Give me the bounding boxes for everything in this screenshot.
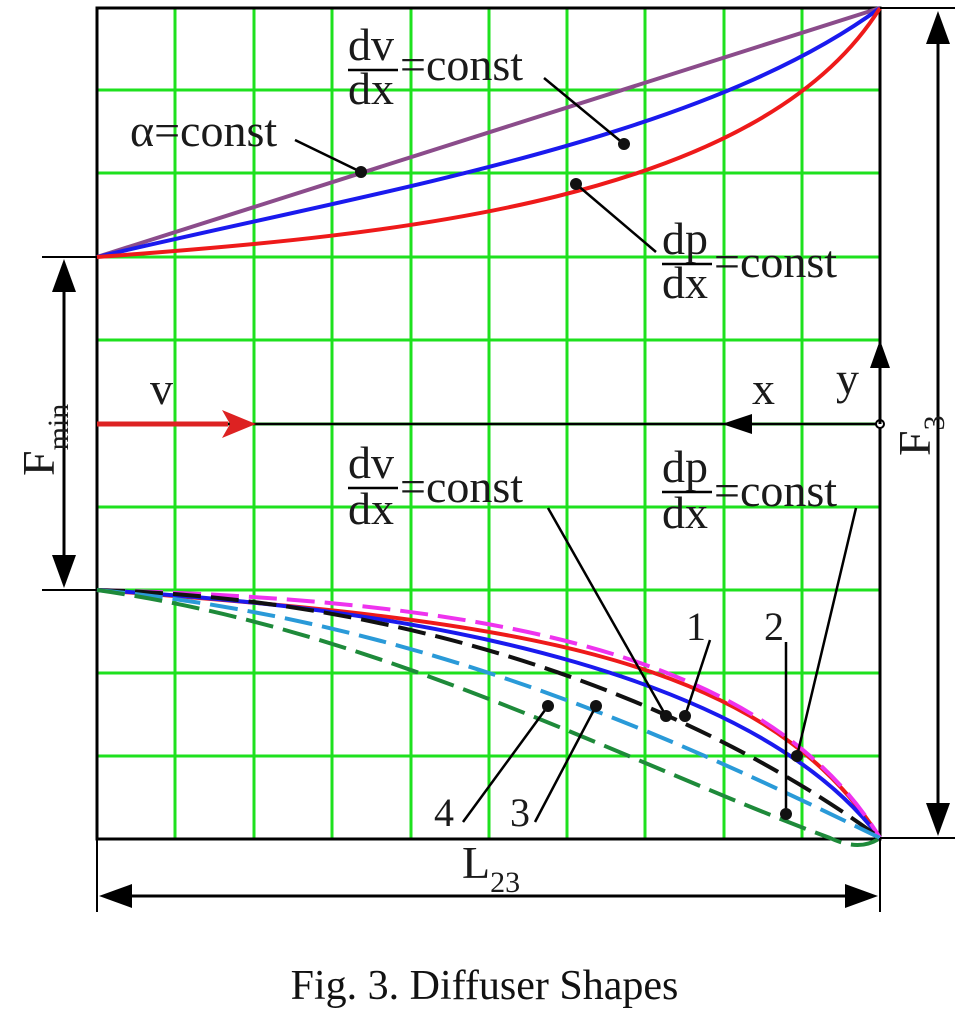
label-2: 2 (764, 604, 784, 649)
point-dv-upper (618, 138, 630, 150)
label-4: 4 (434, 790, 454, 835)
dv-lower-const-text: =const (400, 461, 523, 512)
dp-const-text: =const (714, 236, 837, 287)
label-l23: L23 (462, 837, 520, 899)
curve-dp-const-upper (96, 6, 882, 259)
leader-alpha (294, 138, 362, 174)
f3-sub: 3 (918, 415, 951, 430)
f3-arrow-bottom (926, 803, 950, 836)
curve-dv-const-upper (96, 6, 882, 259)
y-axis-arrowhead (870, 340, 890, 368)
label-x: x (752, 363, 775, 414)
l23-main: L (462, 837, 490, 888)
leader-dv-upper (543, 77, 625, 145)
leader-dp-lower (795, 507, 858, 757)
point-4 (542, 700, 554, 712)
leader-dp-upper (575, 183, 657, 253)
label-dp-const-upper: dp dx =const (662, 213, 837, 308)
leader-1 (683, 639, 712, 717)
label-3: 3 (510, 790, 530, 835)
dv-lower-numerator: dv (348, 437, 394, 488)
fmin-sub: min (42, 404, 75, 451)
dp-denominator: dx (662, 257, 708, 308)
dp-lower-numerator: dp (662, 441, 708, 492)
leader-4 (461, 705, 550, 823)
point-dv-lower (660, 710, 672, 722)
point-dp-lower (791, 750, 803, 762)
point-dp-upper (570, 178, 582, 190)
label-y: y (836, 353, 859, 404)
fmin-arrow-bottom (52, 555, 76, 588)
dp-lower-denominator: dx (662, 487, 708, 538)
point-3 (590, 700, 602, 712)
f3-main: F (889, 430, 940, 456)
curve-dv-const-lower (96, 588, 882, 840)
point-1 (679, 710, 691, 722)
alpha-const-text: =const (154, 105, 277, 156)
point-alpha (355, 166, 367, 178)
dv-numerator: dv (348, 19, 394, 70)
l23-sub: 23 (490, 866, 520, 899)
label-fmin: Fmin (13, 404, 75, 476)
label-dv-const-lower: dv dx =const (348, 437, 523, 534)
label-1: 1 (686, 604, 706, 649)
f3-arrow-top (926, 11, 950, 44)
svg-text:F3: F3 (889, 415, 951, 456)
label-dp-const-lower: dp dx =const (662, 441, 837, 538)
figure-caption: Fig. 3. Diffuser Shapes (290, 963, 679, 1009)
svg-text:Fmin: Fmin (13, 404, 75, 476)
velocity-arrowhead (222, 410, 256, 438)
fmin-arrow-top (52, 259, 76, 292)
label-alpha-const: α=const (130, 105, 277, 156)
label-v: v (150, 363, 173, 414)
curve-alpha-const (96, 6, 881, 259)
curve-1-dashed (96, 588, 882, 840)
curve-2-dashed (96, 588, 882, 840)
fmin-main: F (13, 450, 64, 476)
curve-3-dashed (96, 588, 881, 840)
l23-arrow-left (99, 884, 132, 908)
point-2 (780, 808, 792, 820)
x-axis-arrowhead (722, 414, 752, 434)
label-f3: F3 (889, 415, 951, 456)
leader-dv-lower (546, 507, 668, 717)
dp-lower-const-text: =const (714, 465, 837, 516)
label-dv-const-upper: dv dx =const (348, 19, 523, 114)
dp-numerator: dp (662, 213, 708, 264)
dv-lower-denominator: dx (348, 483, 394, 534)
alpha-symbol: α (130, 105, 154, 156)
l23-arrow-right (845, 884, 878, 908)
dv-const-text: =const (400, 39, 523, 90)
dv-denominator: dx (348, 63, 394, 114)
leader-3 (533, 705, 598, 823)
curve-4-dashed (96, 588, 882, 847)
